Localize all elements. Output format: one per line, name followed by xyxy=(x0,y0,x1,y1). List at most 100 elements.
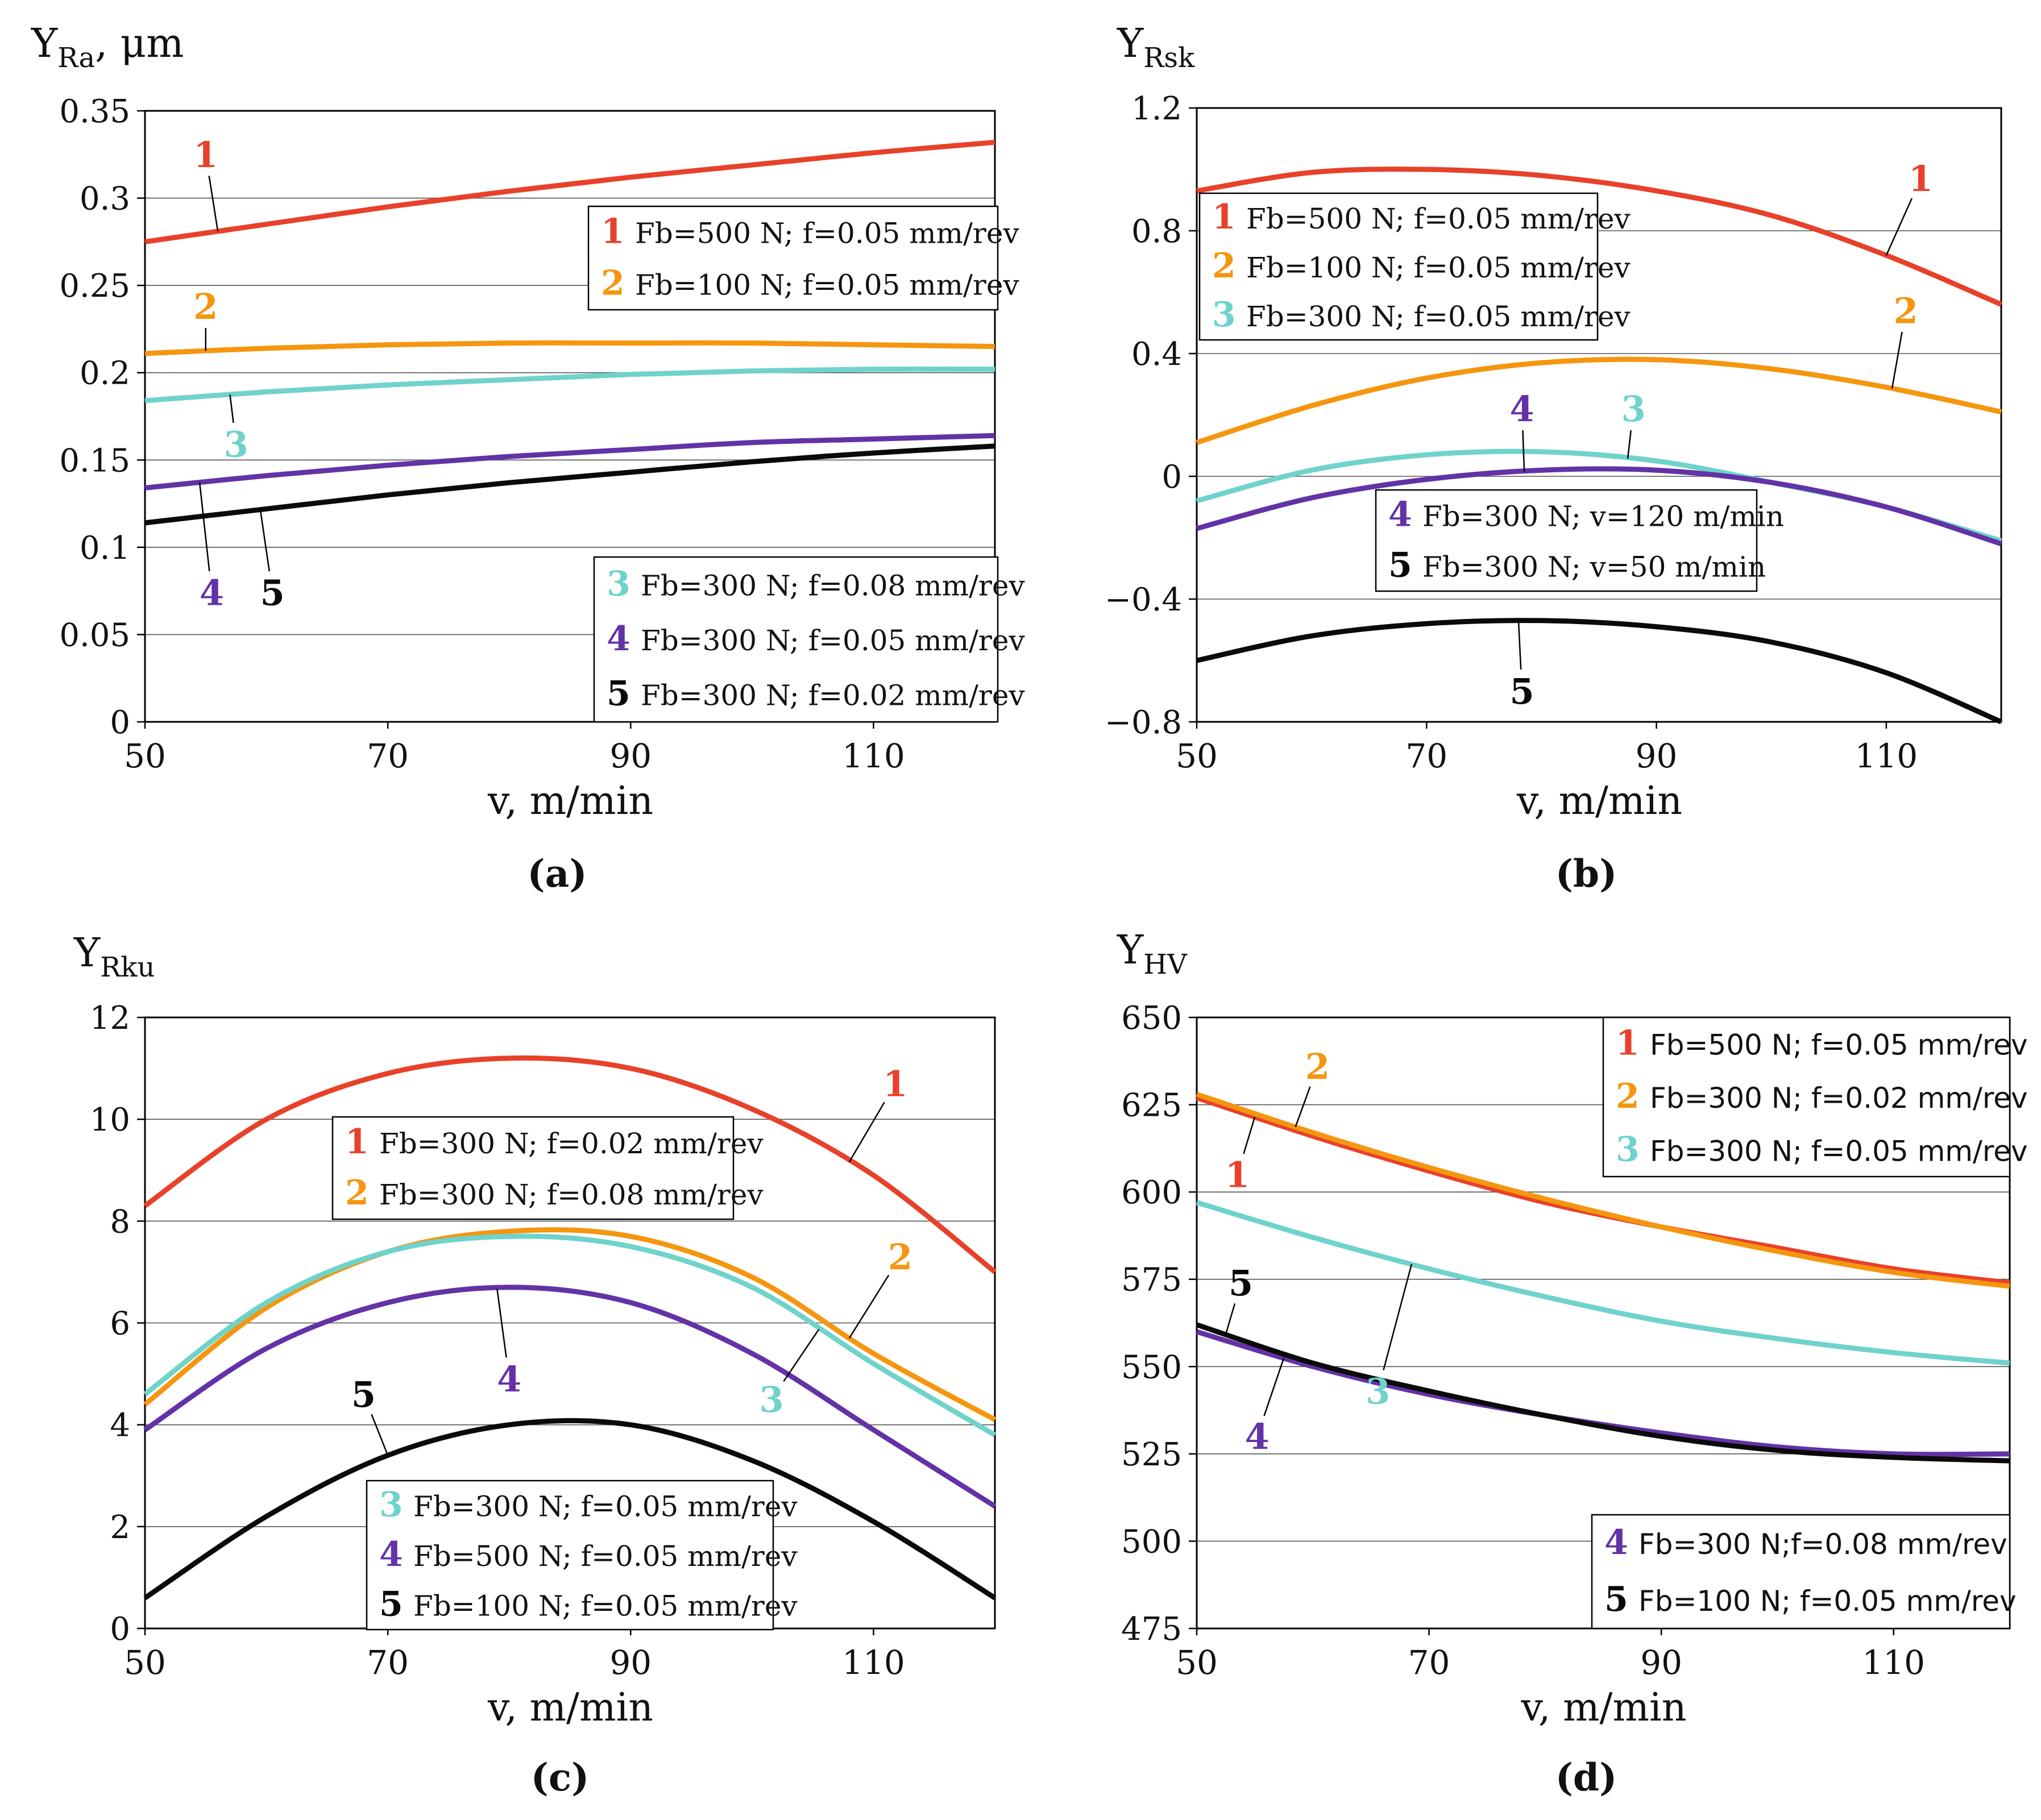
annotation-leader xyxy=(1885,198,1913,256)
y-tick-label: 8 xyxy=(110,1203,130,1240)
x-tick-label: 90 xyxy=(609,1643,652,1682)
legend-box xyxy=(1602,1016,2011,1178)
annotation-leader xyxy=(1383,1264,1413,1370)
legend-marker-2: 2 xyxy=(1212,246,1236,286)
legend-label-4: Fb=500 N; f=0.05 mm/rev xyxy=(413,1540,798,1573)
panel-tag: (c) xyxy=(531,1755,590,1800)
annotation-label: 4 xyxy=(497,1358,521,1400)
legend-marker-3: 3 xyxy=(1212,295,1236,335)
legend-marker-1: 1 xyxy=(601,212,625,252)
x-tick-label: 110 xyxy=(842,1643,905,1682)
y-tick-label: −0.4 xyxy=(1105,581,1182,618)
legend: 3 Fb=300 N; f=0.08 mm/rev 4 Fb=300 N; f=0.0… xyxy=(593,556,1025,723)
annotation-label: 3 xyxy=(759,1379,783,1420)
legend-label-1: Fb=500 N; f=0.05 mm/rev xyxy=(1246,202,1631,235)
legend-label-1: Fb=500 N; f=0.05 mm/rev xyxy=(635,217,1019,250)
y-axis-title: YRsk xyxy=(1117,20,1195,74)
legend-label-5: Fb=300 N; f=0.02 mm/rev xyxy=(641,679,1025,712)
y-tick-label: 575 xyxy=(1121,1262,1182,1299)
legend-marker-4: 4 xyxy=(379,1535,403,1574)
y-tick-label: 0 xyxy=(110,704,130,741)
panel-tag: (d) xyxy=(1555,1755,1617,1800)
x-tick-label: 110 xyxy=(1862,1643,1925,1682)
legend-box xyxy=(587,205,999,311)
legend-label-2: Fb=300 N; f=0.08 mm/rev xyxy=(379,1178,764,1211)
y-tick-label: 2 xyxy=(110,1509,130,1546)
annotation-label: 4 xyxy=(1245,1416,1270,1457)
annotation-label: 2 xyxy=(1305,1046,1330,1087)
annotation-leader xyxy=(208,176,219,232)
y-tick-label: 0.2 xyxy=(80,355,130,392)
annotation-label: 5 xyxy=(260,572,285,614)
legend-box xyxy=(593,556,999,723)
annotation-leader xyxy=(1263,1357,1285,1416)
y-tick-label: 625 xyxy=(1121,1087,1182,1124)
y-tick-label: 0 xyxy=(110,1611,130,1648)
annotation-leader xyxy=(1627,430,1632,459)
annotation-leader xyxy=(1517,621,1522,670)
y-axis-title: YHV xyxy=(1117,926,1188,980)
y-tick-label: 500 xyxy=(1121,1523,1182,1560)
series-line-3 xyxy=(143,1233,997,1437)
legend-label-4: Fb=300 N;f=0.08 mm/rev xyxy=(1638,1528,2007,1561)
annotation-leader xyxy=(259,509,270,572)
series-line-1 xyxy=(1196,167,2002,307)
annotation-label: 1 xyxy=(193,134,218,176)
annotation-label: 1 xyxy=(883,1063,907,1104)
x-tick-label: 50 xyxy=(1176,737,1218,775)
annotation-leader xyxy=(848,1102,885,1163)
annotation-leader xyxy=(1891,331,1903,389)
annotation-label: 5 xyxy=(1229,1262,1253,1304)
annotation-label: 4 xyxy=(1509,388,1534,430)
legend-label-2: Fb=100 N; f=0.05 mm/rev xyxy=(635,269,1019,302)
x-tick-label: 50 xyxy=(124,1643,166,1682)
annotation-label: 2 xyxy=(193,286,218,327)
y-tick-label: 0.35 xyxy=(59,93,130,130)
legend-marker-1: 1 xyxy=(345,1122,369,1162)
x-tick-label: 50 xyxy=(1176,1643,1218,1682)
plot-frame xyxy=(1196,107,2002,723)
legend-label-2: Fb=300 N; f=0.02 mm/rev xyxy=(1650,1082,2028,1115)
annotation-label: 5 xyxy=(351,1374,376,1415)
series-line-3 xyxy=(144,366,995,404)
y-tick-label: 0.05 xyxy=(59,617,130,654)
annotation-leader xyxy=(198,482,210,572)
y-tick-label: 10 xyxy=(90,1102,130,1138)
y-tick-label: 550 xyxy=(1121,1349,1182,1386)
x-axis-title: v, m/min xyxy=(1521,1685,1687,1730)
y-tick-label: 4 xyxy=(110,1407,130,1444)
y-tick-label: −0.8 xyxy=(1105,704,1182,741)
legend-label-2: Fb=100 N; f=0.05 mm/rev xyxy=(1246,251,1631,284)
y-tick-label: 1.2 xyxy=(1131,90,1182,127)
legend-marker-5: 5 xyxy=(1388,546,1412,585)
y-tick-label: 600 xyxy=(1121,1174,1182,1211)
legend: 1 Fb=300 N; f=0.02 mm/rev 2 Fb=300 N; f=0.0… xyxy=(331,1116,764,1220)
legend: 1 Fb=500 N; f=0.05 mm/rev 2 Fb=100 N; f=0.0… xyxy=(587,205,1019,311)
y-axis-title: YRku xyxy=(73,929,155,983)
x-tick-label: 50 xyxy=(124,737,166,775)
legend-label-5: Fb=100 N; f=0.05 mm/rev xyxy=(413,1589,798,1622)
x-tick-label: 70 xyxy=(367,737,409,775)
annotation-leader xyxy=(1295,1086,1311,1128)
annotation-leader xyxy=(1243,1116,1256,1154)
annotation-leader xyxy=(371,1414,389,1456)
annotation-label: 3 xyxy=(1366,1370,1390,1412)
y-tick-label: 0.4 xyxy=(1131,336,1182,373)
y-tick-label: 0.25 xyxy=(59,268,130,305)
legend-marker-4: 4 xyxy=(607,619,630,659)
legend-marker-3: 3 xyxy=(607,564,630,604)
legend-marker-5: 5 xyxy=(607,674,630,714)
legend-label-1: Fb=300 N; f=0.02 mm/rev xyxy=(379,1127,764,1160)
x-tick-label: 70 xyxy=(1405,737,1447,775)
panel-tag: (a) xyxy=(527,851,587,896)
x-axis-title: v, m/min xyxy=(487,779,653,824)
series-line-5 xyxy=(144,443,995,526)
legend-label-5: Fb=100 N; f=0.05 mm/rev xyxy=(1638,1585,2017,1618)
legend-label-5: Fb=300 N; v=50 m/min xyxy=(1422,551,1766,584)
series-line-4 xyxy=(143,1285,997,1509)
legend-box xyxy=(1375,489,1758,592)
legend-box xyxy=(1591,1514,2011,1630)
legend-label-3: Fb=300 N; f=0.08 mm/rev xyxy=(641,569,1025,602)
